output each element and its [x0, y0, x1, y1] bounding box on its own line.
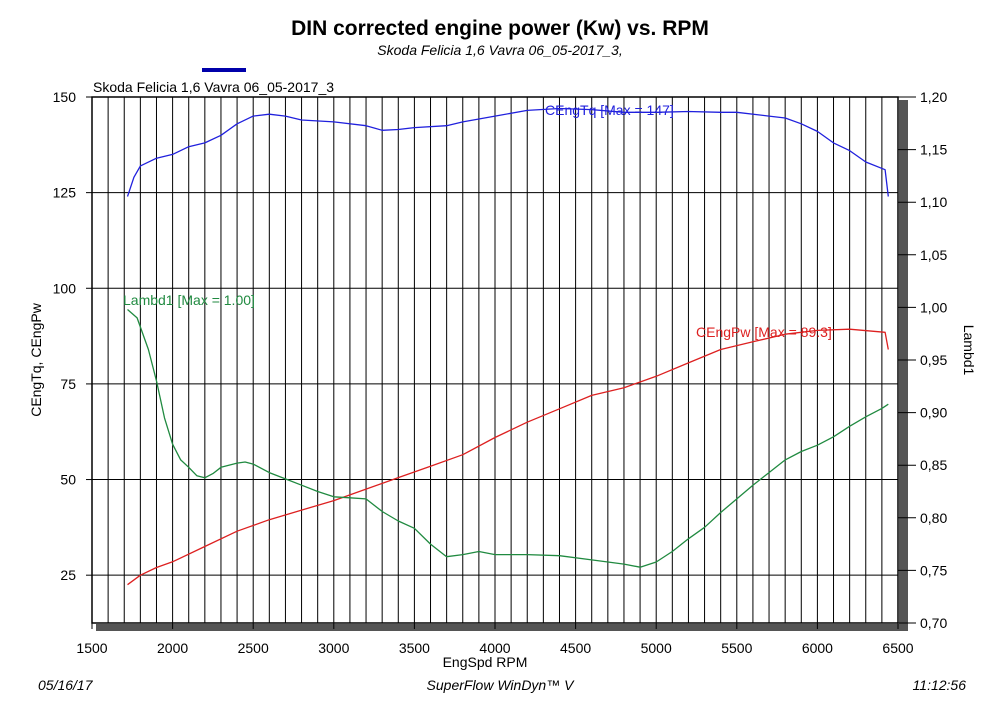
y-right-tick-label: 1,20: [920, 89, 947, 105]
y-left-tick-label: 75: [60, 376, 76, 392]
x-tick-label: 4000: [479, 640, 510, 656]
series-annotation-cengpw: CEngPw [Max = 89.3]: [696, 324, 832, 340]
y-right-tick-label: 1,00: [920, 299, 947, 315]
y-right-tick-label: 0,90: [920, 405, 947, 421]
y-right-tick-label: 0,95: [920, 352, 947, 368]
x-tick-label: 6500: [882, 640, 913, 656]
y-left-tick-label: 25: [60, 567, 76, 583]
x-tick-label: 6000: [802, 640, 833, 656]
series-group: [126, 107, 889, 586]
legend-swatch: [202, 68, 246, 72]
y-right-tick-label: 1,05: [920, 247, 947, 263]
x-axis-label: EngSpd RPM: [443, 654, 528, 670]
plot-shadow-right: [899, 100, 908, 630]
plot-shadow-bottom: [96, 624, 908, 631]
series-annotation-lambd1: Lambd1 [Max = 1.00]: [123, 292, 255, 308]
chart-subtitle: Skoda Felicia 1,6 Vavra 06_05-2017_3,: [377, 42, 622, 58]
x-tick-label: 2000: [157, 640, 188, 656]
series-line-lambd1: [127, 309, 889, 568]
legend-label: Skoda Felicia 1,6 Vavra 06_05-2017_3: [93, 79, 334, 95]
y-right-tick-label: 1,15: [920, 142, 947, 158]
footer-software: SuperFlow WinDyn™ V: [427, 677, 576, 693]
y-left-tick-label: 125: [53, 185, 77, 201]
x-tick-label: 3000: [318, 640, 349, 656]
chart-title: DIN corrected engine power (Kw) vs. RPM: [291, 17, 709, 40]
x-tick-label: 5500: [721, 640, 752, 656]
x-tick-label: 2500: [238, 640, 269, 656]
y-left-tick-label: 50: [60, 472, 76, 488]
y-left-tick-label: 150: [53, 89, 77, 105]
footer-date: 05/16/17: [38, 677, 94, 693]
series-line-cengpw: [127, 328, 889, 586]
x-axis-ticks: 1500 2000 2500 3000 3500 4000 4500 5000 5500 6000…: [76, 623, 914, 656]
footer-time: 11:12:56: [913, 677, 967, 693]
y-right-tick-label: 0,80: [920, 510, 947, 526]
y-right-tick-label: 0,85: [920, 457, 947, 473]
y-right-tick-label: 0,75: [920, 562, 947, 578]
y-left-tick-label: 100: [53, 280, 77, 296]
y-right-tick-label: 0,70: [920, 615, 947, 631]
y-left-axis-label: CEngTq, CEngPw: [28, 302, 44, 416]
y-left-axis-ticks: 25 50 75 100 125 150: [53, 89, 92, 583]
y-right-axis-label: Lambd1: [961, 325, 977, 376]
x-tick-label: 5000: [641, 640, 672, 656]
x-tick-label: 4500: [560, 640, 591, 656]
y-right-tick-label: 1,10: [920, 194, 947, 210]
grid: [92, 96, 898, 623]
series-annotation-cengtq: CEngTq [Max = 147]: [545, 102, 674, 118]
x-tick-label: 1500: [76, 640, 107, 656]
x-tick-label: 3500: [399, 640, 430, 656]
series-line-cengtq: [126, 107, 889, 197]
y-right-axis-ticks: 0,70 0,75 0,80 0,85 0,90 0,95 1,00 1,05 1,10 1,15…: [898, 89, 947, 631]
